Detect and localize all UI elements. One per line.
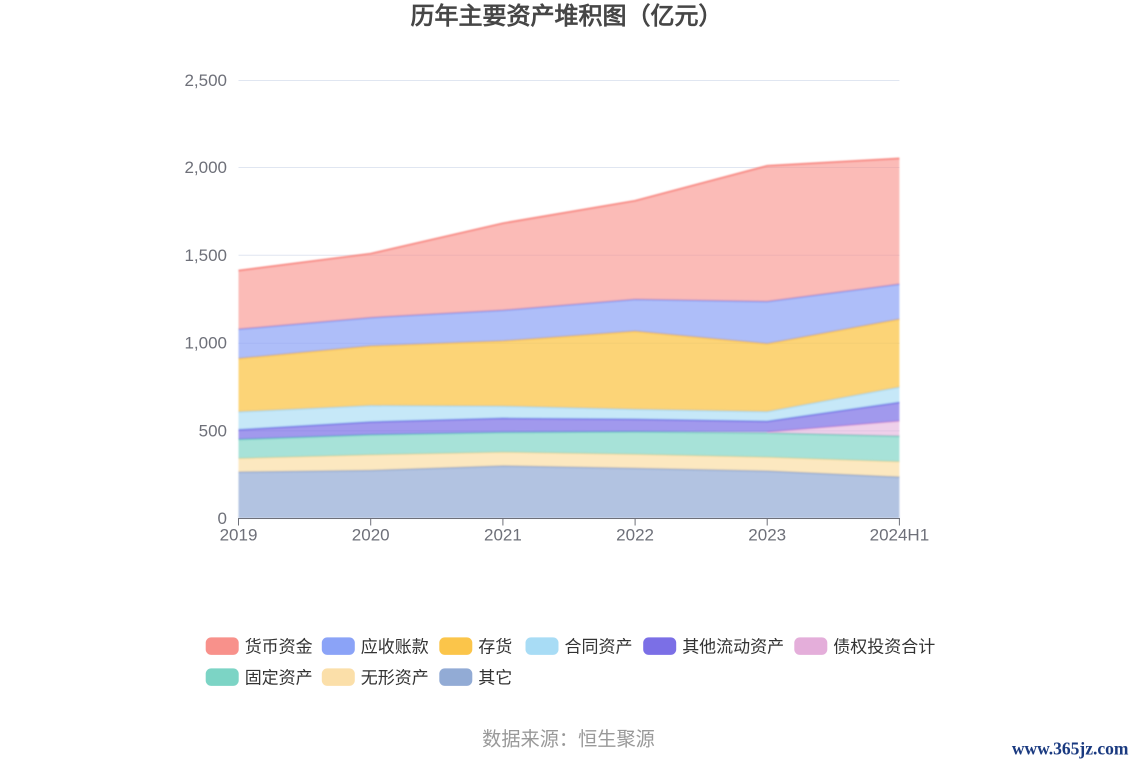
svg-text:债权投资合计: 债权投资合计 bbox=[833, 637, 935, 656]
svg-text:2020: 2020 bbox=[352, 526, 390, 545]
svg-text:1,500: 1,500 bbox=[184, 246, 227, 265]
svg-text:www.365jz.com: www.365jz.com bbox=[1012, 739, 1129, 759]
svg-text:2,000: 2,000 bbox=[184, 158, 227, 177]
svg-text:无形资产: 无形资产 bbox=[361, 668, 429, 687]
svg-text:应收账款: 应收账款 bbox=[361, 637, 429, 656]
svg-text:0: 0 bbox=[218, 509, 227, 528]
svg-text:2022: 2022 bbox=[616, 526, 654, 545]
svg-text:2021: 2021 bbox=[484, 526, 522, 545]
svg-text:合同资产: 合同资产 bbox=[565, 637, 633, 656]
svg-text:1,000: 1,000 bbox=[184, 334, 227, 353]
svg-text:2,500: 2,500 bbox=[184, 71, 227, 90]
svg-text:其它: 其它 bbox=[478, 668, 512, 687]
svg-text:存货: 存货 bbox=[478, 637, 512, 656]
svg-text:2024H1: 2024H1 bbox=[870, 526, 930, 545]
svg-text:货币资金: 货币资金 bbox=[245, 637, 313, 656]
svg-text:固定资产: 固定资产 bbox=[245, 668, 313, 687]
svg-text:2023: 2023 bbox=[748, 526, 786, 545]
svg-text:其他流动资产: 其他流动资产 bbox=[682, 637, 784, 656]
svg-text:500: 500 bbox=[199, 421, 227, 440]
svg-text:数据来源：恒生聚源: 数据来源：恒生聚源 bbox=[482, 729, 655, 751]
svg-text:2019: 2019 bbox=[220, 526, 258, 545]
svg-text:历年主要资产堆积图（亿元）: 历年主要资产堆积图（亿元） bbox=[411, 2, 723, 30]
